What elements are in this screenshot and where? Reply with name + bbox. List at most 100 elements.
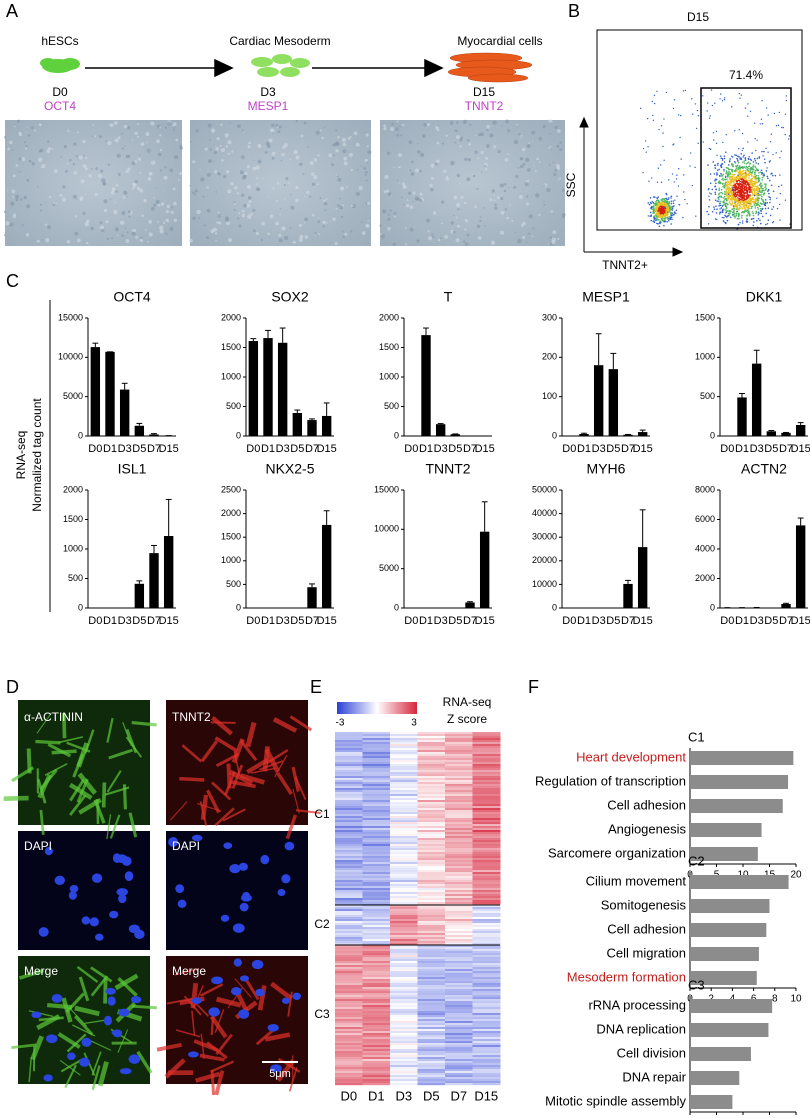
flow-dot bbox=[682, 90, 685, 92]
fiber bbox=[106, 717, 114, 743]
texture-dot bbox=[88, 173, 92, 178]
flow-dot bbox=[660, 218, 663, 220]
flow-dot bbox=[728, 214, 731, 216]
heat-cell bbox=[335, 997, 363, 1000]
bar bbox=[149, 553, 159, 608]
heat-cell bbox=[417, 812, 446, 815]
texture-dot bbox=[497, 149, 501, 154]
flow-dot bbox=[738, 190, 741, 193]
heat-cell bbox=[335, 1073, 363, 1076]
heat-cell bbox=[335, 1023, 363, 1026]
flow-dot bbox=[762, 193, 764, 196]
flow-dot bbox=[691, 98, 693, 100]
texture-dot bbox=[353, 131, 358, 136]
heat-cell bbox=[335, 947, 363, 950]
texture-dot bbox=[489, 133, 494, 138]
heat-cell bbox=[335, 1083, 363, 1086]
bar bbox=[421, 335, 431, 436]
flow-dot bbox=[724, 221, 727, 224]
texture-dot bbox=[531, 130, 536, 135]
flow-dot bbox=[752, 183, 754, 185]
fiber bbox=[231, 764, 244, 789]
heat-cell bbox=[417, 993, 446, 996]
heat-cell bbox=[417, 760, 446, 763]
heat-cell bbox=[445, 1029, 473, 1032]
texture-dot bbox=[164, 166, 167, 169]
heat-cell bbox=[417, 933, 446, 936]
heat-cell bbox=[472, 997, 501, 1000]
flow-title: D15 bbox=[687, 10, 709, 24]
heat-cell bbox=[362, 1041, 391, 1044]
flow-dot bbox=[743, 186, 746, 188]
flow-dot bbox=[747, 141, 749, 143]
heat-cell bbox=[362, 979, 391, 982]
flow-dot bbox=[739, 186, 742, 188]
flow-dot bbox=[738, 182, 741, 185]
flow-dot bbox=[744, 169, 747, 172]
flow-dot bbox=[651, 177, 653, 179]
texture-dot bbox=[233, 208, 236, 211]
heat-cell bbox=[472, 826, 501, 829]
heat-cell bbox=[472, 1061, 501, 1064]
flow-dot bbox=[731, 189, 733, 191]
heat-cell bbox=[362, 868, 391, 871]
texture-dot bbox=[164, 126, 168, 129]
heat-cell bbox=[335, 1027, 363, 1030]
texture-dot bbox=[526, 144, 531, 149]
texture-dot bbox=[426, 123, 430, 127]
heat-cell bbox=[472, 995, 501, 998]
flow-dot bbox=[656, 217, 658, 219]
stage-day: D0 bbox=[52, 85, 68, 99]
heat-cell bbox=[417, 1013, 446, 1016]
heat-cell bbox=[335, 842, 363, 845]
flow-dot bbox=[743, 162, 746, 165]
y-tick-label: 2000 bbox=[221, 312, 241, 322]
heat-cell bbox=[390, 788, 418, 791]
texture-dot bbox=[75, 154, 78, 158]
heat-cell bbox=[362, 738, 391, 741]
heat-cell bbox=[390, 993, 418, 996]
heat-cell bbox=[472, 1075, 501, 1078]
heat-cell bbox=[335, 1031, 363, 1034]
heat-cell bbox=[335, 874, 363, 877]
flow-dot bbox=[734, 205, 736, 208]
heat-cell bbox=[335, 824, 363, 827]
flow-dot bbox=[755, 191, 758, 194]
bar bbox=[690, 899, 770, 913]
heat-cell bbox=[472, 977, 501, 980]
texture-dot bbox=[449, 121, 454, 125]
heat-cell bbox=[362, 1003, 391, 1006]
texture-dot bbox=[215, 191, 217, 193]
heat-cell bbox=[362, 736, 391, 739]
texture-dot bbox=[383, 126, 387, 131]
texture-dot bbox=[127, 210, 131, 214]
texture-dot bbox=[169, 226, 174, 231]
texture-dot bbox=[39, 203, 42, 206]
nucleus bbox=[233, 958, 242, 967]
heat-cell bbox=[445, 838, 473, 841]
texture-dot bbox=[239, 170, 244, 175]
flow-dot bbox=[707, 102, 709, 104]
texture-dot bbox=[100, 169, 104, 173]
heat-cell bbox=[362, 752, 391, 755]
heat-cell bbox=[390, 1063, 418, 1066]
flow-dot bbox=[655, 200, 657, 203]
flow-dot bbox=[767, 114, 769, 116]
flow-dot bbox=[725, 195, 728, 197]
heat-cell bbox=[445, 999, 473, 1002]
fiber bbox=[74, 1005, 100, 1017]
flow-dot bbox=[653, 94, 656, 97]
heat-cell bbox=[390, 1031, 418, 1034]
texture-dot bbox=[546, 188, 551, 193]
flow-dot bbox=[741, 198, 743, 201]
x-tick-label: D1 bbox=[577, 615, 591, 627]
flow-dot bbox=[714, 164, 716, 167]
heat-cell bbox=[362, 770, 391, 773]
heat-cell bbox=[472, 878, 501, 881]
x-tick-label: D0 bbox=[720, 443, 734, 455]
flow-dot bbox=[728, 173, 730, 176]
heat-cell bbox=[472, 1081, 501, 1084]
flow-dot bbox=[740, 157, 742, 160]
heat-cell bbox=[335, 1007, 363, 1010]
heat-cell bbox=[445, 923, 473, 926]
